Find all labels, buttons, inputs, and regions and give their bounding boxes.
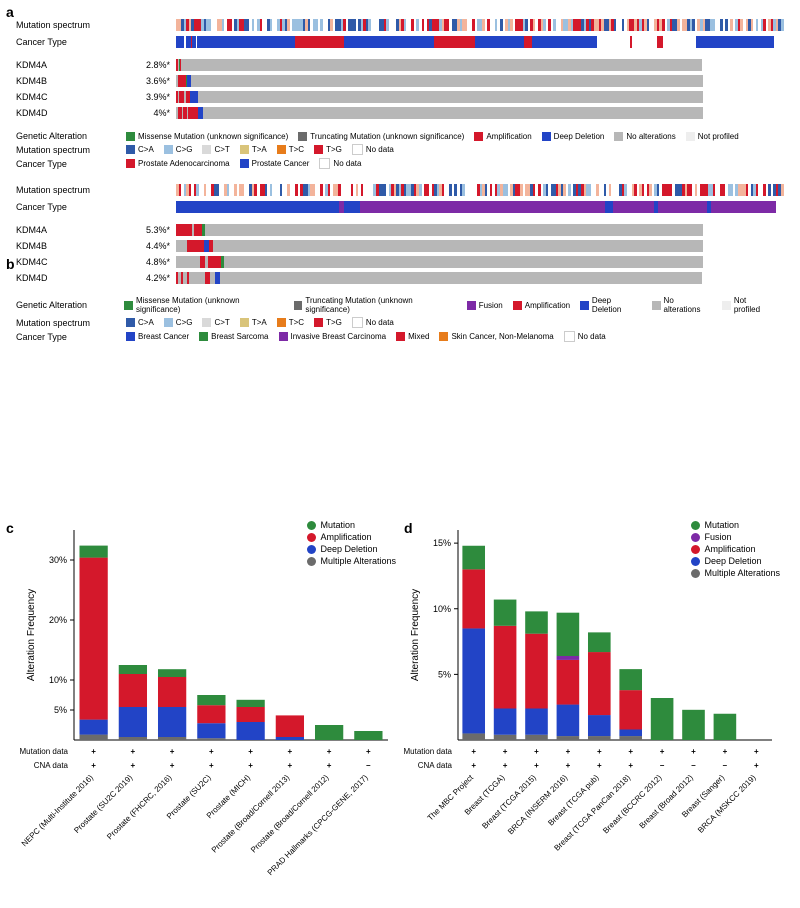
svg-text:+: +: [327, 747, 332, 756]
svg-text:+: +: [170, 761, 175, 770]
svg-text:+: +: [248, 747, 253, 756]
svg-text:Mutation data: Mutation data: [404, 747, 453, 756]
figure: a Mutation spectrumCancer TypeKDM4A2.8%*…: [0, 0, 800, 908]
svg-text:+: +: [534, 761, 539, 770]
svg-text:BRCA (INSERM 2016): BRCA (INSERM 2016): [506, 773, 570, 837]
svg-text:+: +: [566, 747, 571, 756]
svg-text:10%: 10%: [433, 604, 451, 614]
svg-text:Breast (TCGA 2015): Breast (TCGA 2015): [480, 773, 538, 831]
svg-text:+: +: [660, 747, 665, 756]
svg-text:+: +: [691, 747, 696, 756]
svg-text:CNA data: CNA data: [34, 761, 69, 770]
svg-text:+: +: [628, 761, 633, 770]
svg-text:30%: 30%: [49, 555, 67, 565]
svg-text:+: +: [366, 747, 371, 756]
svg-text:+: +: [597, 761, 602, 770]
panel-a-oncoprint: Mutation spectrumCancer TypeKDM4A2.8%*KD…: [16, 18, 784, 169]
svg-text:–: –: [723, 761, 728, 770]
svg-text:+: +: [327, 761, 332, 770]
svg-text:+: +: [754, 747, 759, 756]
svg-text:Prostate (Broad/Cornell 2012): Prostate (Broad/Cornell 2012): [249, 773, 331, 855]
svg-text:+: +: [754, 761, 759, 770]
svg-text:Breast (Broad 2012): Breast (Broad 2012): [638, 773, 696, 831]
svg-text:+: +: [503, 747, 508, 756]
svg-text:+: +: [471, 761, 476, 770]
panel-d-chart: 5% 10% 15% Alteration Frequency Mutation dat…: [400, 520, 784, 890]
svg-text:–: –: [660, 761, 665, 770]
svg-text:+: +: [566, 761, 571, 770]
svg-text:+: +: [209, 761, 214, 770]
svg-text:+: +: [597, 747, 602, 756]
panel-b-label: b: [6, 256, 15, 272]
svg-text:CNA data: CNA data: [418, 761, 453, 770]
svg-text:+: +: [628, 747, 633, 756]
svg-text:5%: 5%: [54, 705, 67, 715]
svg-text:–: –: [691, 761, 696, 770]
svg-text:+: +: [209, 747, 214, 756]
svg-text:+: +: [91, 761, 96, 770]
svg-text:Alteration Frequency: Alteration Frequency: [26, 589, 37, 681]
svg-text:20%: 20%: [49, 615, 67, 625]
svg-text:Alteration Frequency: Alteration Frequency: [410, 589, 421, 681]
svg-text:+: +: [288, 747, 293, 756]
svg-text:+: +: [471, 747, 476, 756]
svg-text:5%: 5%: [438, 669, 451, 679]
svg-text:+: +: [723, 747, 728, 756]
svg-text:+: +: [248, 761, 253, 770]
bar-charts-row: 5% 10% 20% 30% Alteration Frequency Mutation …: [16, 520, 784, 890]
svg-text:+: +: [91, 747, 96, 756]
svg-text:+: +: [170, 747, 175, 756]
svg-text:15%: 15%: [433, 538, 451, 548]
svg-text:Prostate (Broad/Cornell 2013): Prostate (Broad/Cornell 2013): [210, 773, 292, 855]
svg-text:–: –: [366, 761, 371, 770]
svg-text:+: +: [503, 761, 508, 770]
svg-text:+: +: [131, 761, 136, 770]
svg-text:10%: 10%: [49, 675, 67, 685]
svg-text:NEPC (Multi-Institute 2016): NEPC (Multi-Institute 2016): [20, 773, 95, 848]
svg-text:+: +: [288, 761, 293, 770]
panel-b-oncoprint: Mutation spectrumCancer TypeKDM4A5.3%*KD…: [16, 183, 784, 342]
svg-text:+: +: [131, 747, 136, 756]
svg-text:Breast (BCCRC 2012): Breast (BCCRC 2012): [601, 773, 664, 836]
svg-text:Mutation data: Mutation data: [20, 747, 69, 756]
panel-c-label: c: [6, 520, 14, 536]
panel-c-chart: 5% 10% 20% 30% Alteration Frequency Mutation …: [16, 520, 400, 890]
svg-text:Prostate (FHCRC, 2016): Prostate (FHCRC, 2016): [105, 773, 174, 842]
svg-text:BRCA (MSKCC 2019): BRCA (MSKCC 2019): [696, 773, 758, 835]
svg-text:+: +: [534, 747, 539, 756]
panel-a-label: a: [6, 4, 14, 20]
